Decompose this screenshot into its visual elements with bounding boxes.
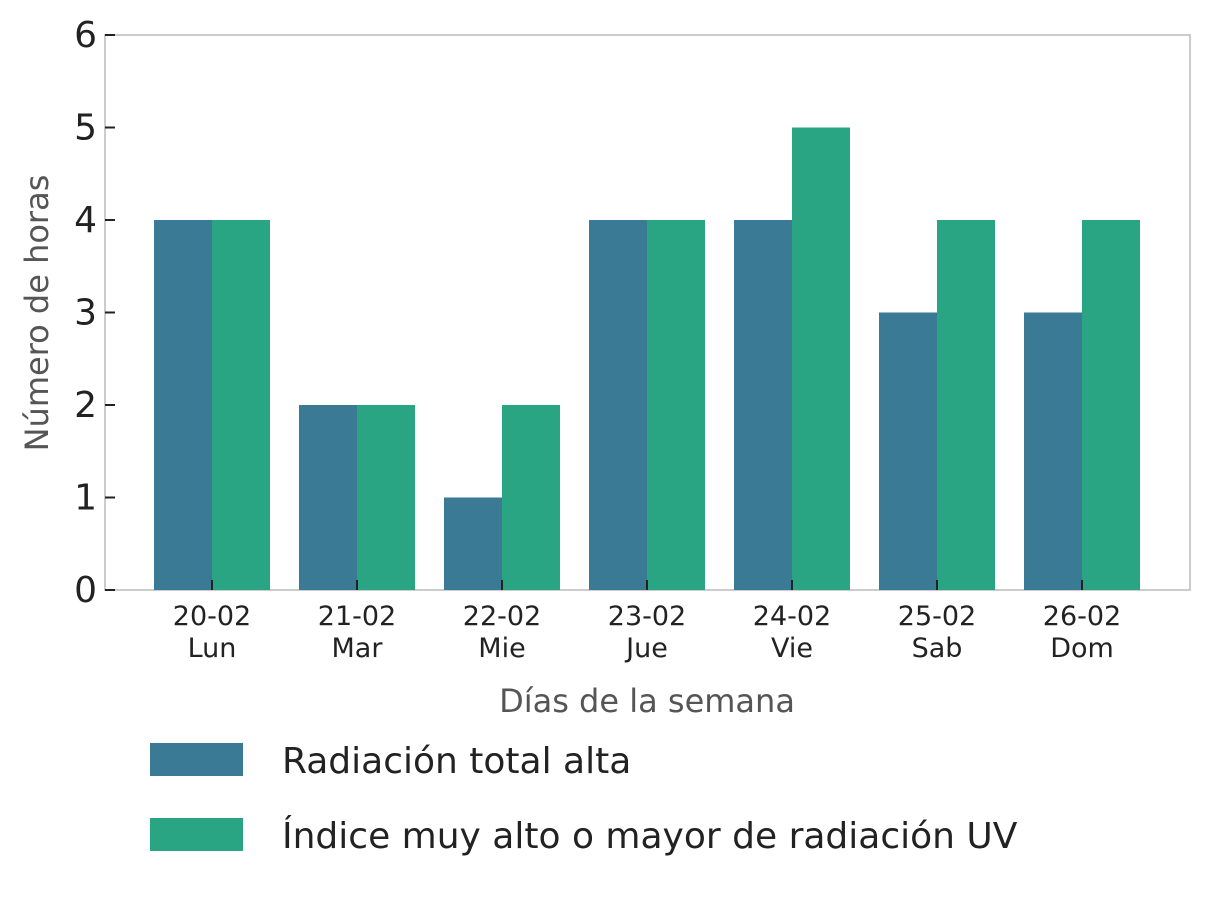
x-tick-label: 26-02 Dom [1043,601,1121,664]
bar-radiacion-total-6 [879,312,937,590]
legend-swatch-2 [150,818,243,851]
x-tick-day: Mar [332,633,384,664]
x-tick-label: 25-02 Sab [898,601,976,664]
x-tick-date: 20-02 [173,601,251,632]
y-tick-label: 1 [74,478,97,519]
bar-indice-uv-5 [792,127,850,590]
x-tick-date: 25-02 [898,601,976,632]
legend-swatch-1 [150,743,243,776]
x-tick-day: Mie [478,633,525,664]
x-tick-day: Lun [188,633,237,664]
bar-radiacion-total-2 [299,405,357,590]
x-tick-day: Vie [771,633,813,664]
x-tick-date: 21-02 [318,601,396,632]
y-tick-label: 4 [74,200,97,241]
x-tick-label: 21-02 Mar [318,601,396,664]
y-tick-label: 0 [74,570,97,611]
x-tick-date: 24-02 [753,601,831,632]
bar-radiacion-total-5 [734,220,792,590]
x-tick-label: 22-02 Mie [463,601,541,664]
x-tick-date: 22-02 [463,601,541,632]
x-tick-date: 26-02 [1043,601,1121,632]
x-tick-label: 24-02 Vie [753,601,831,664]
x-tick-day: Dom [1050,633,1114,664]
bar-radiacion-total-7 [1024,312,1082,590]
bar-radiacion-total-1 [154,220,212,590]
x-tick-label: 20-02 Lun [173,601,251,664]
legend-label-2: Índice muy alto o mayor de radiación UV [282,815,1018,857]
legend-label-1: Radiación total alta [282,741,631,782]
x-ticks-group: 20-02 Lun 21-02 Mar 22-02 Mie 23-02 Jue 24-02 Vie… [173,580,1121,664]
y-tick-label: 3 [74,293,97,334]
bar-indice-uv-1 [212,220,270,590]
y-tick-label: 6 [74,15,97,56]
x-tick-day: Jue [624,633,668,664]
bars-group [154,127,1140,590]
y-ticks-group: 0 1 2 3 4 5 6 [74,15,115,611]
y-axis-label: Número de horas [18,175,56,452]
x-tick-day: Sab [912,633,963,664]
bar-indice-uv-4 [647,220,705,590]
bar-radiacion-total-4 [589,220,647,590]
y-tick-label: 5 [74,108,97,149]
bar-indice-uv-3 [502,405,560,590]
x-tick-label: 23-02 Jue [608,601,686,664]
bar-indice-uv-7 [1082,220,1140,590]
bar-radiacion-total-3 [444,497,502,590]
x-tick-date: 23-02 [608,601,686,632]
bar-indice-uv-6 [937,220,995,590]
y-tick-label: 2 [74,385,97,426]
bar-indice-uv-2 [357,405,415,590]
legend: Radiación total alta Índice muy alto o ma… [150,741,1018,857]
x-axis-label: Días de la semana [499,682,795,720]
